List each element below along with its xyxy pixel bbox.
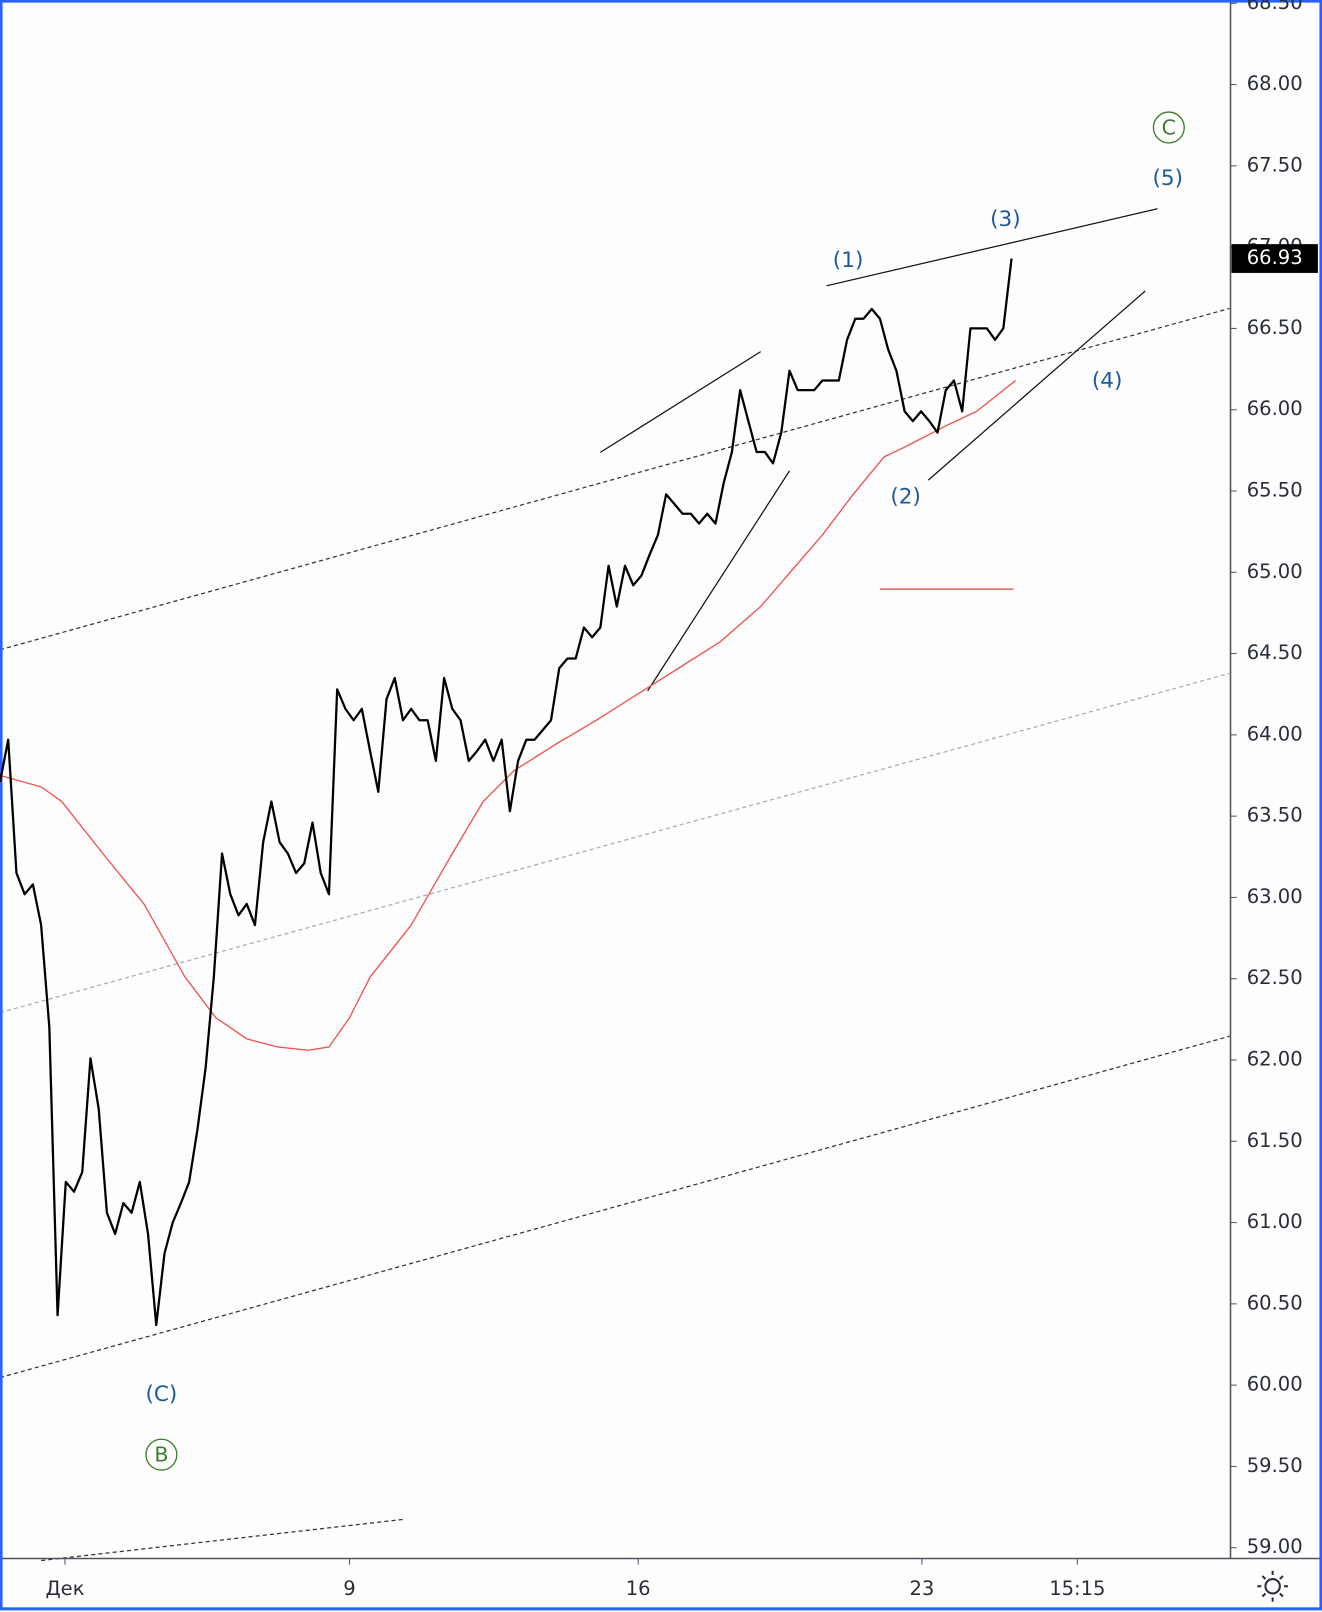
- channel-bottom: [41, 1518, 404, 1562]
- wave-label: (1): [833, 248, 864, 273]
- wave-label: (5): [1153, 166, 1184, 191]
- y-tick-label: 60.50: [1247, 1291, 1303, 1314]
- wave-label: (2): [890, 485, 921, 510]
- x-tick-label: 16: [626, 1577, 651, 1600]
- y-tick-label: 62.00: [1247, 1048, 1303, 1071]
- trend-line: [647, 470, 791, 692]
- y-tick-label: 64.50: [1247, 641, 1303, 664]
- x-tick-label: 9: [343, 1577, 355, 1600]
- y-tick-label: 66.00: [1247, 397, 1303, 420]
- wave-label: C: [1162, 116, 1176, 140]
- x-tick-label: Дек: [45, 1577, 84, 1600]
- trend-line: [600, 351, 762, 453]
- moving-average: [0, 379, 1017, 1051]
- channel-lower: [0, 1035, 1230, 1379]
- settings-icon[interactable]: [1257, 1570, 1289, 1602]
- price-line: [0, 258, 1013, 1327]
- y-tick-label: 60.00: [1247, 1373, 1303, 1396]
- y-tick-label: 62.50: [1247, 966, 1303, 989]
- y-tick-label: 66.50: [1247, 316, 1303, 339]
- wave-label: (4): [1092, 368, 1123, 393]
- y-tick-label: 64.00: [1247, 722, 1303, 745]
- wave-circle: [1152, 111, 1185, 144]
- drawings: [0, 208, 1230, 1562]
- wave-label: (C): [145, 1382, 177, 1407]
- y-tick-label: 68.50: [1247, 0, 1303, 14]
- y-tick-label: 63.00: [1247, 885, 1303, 908]
- trend-line: [826, 208, 1158, 287]
- y-tick-label: 65.50: [1247, 479, 1303, 502]
- channel-middle: [0, 672, 1230, 1014]
- y-tick-label: 68.00: [1247, 72, 1303, 95]
- y-tick-label: 59.50: [1247, 1454, 1303, 1477]
- channel-upper: [0, 307, 1230, 651]
- wave-label: (3): [990, 207, 1021, 232]
- y-tick-label: 67.50: [1247, 153, 1303, 176]
- y-tick-label: 61.50: [1247, 1129, 1303, 1152]
- y-tick-label: 59.00: [1247, 1535, 1303, 1558]
- trend-line: [927, 290, 1146, 481]
- x-tick-label: 23: [909, 1577, 934, 1600]
- y-tick-label: 63.50: [1247, 804, 1303, 827]
- y-tick-label: 61.00: [1247, 1210, 1303, 1233]
- y-tick-label: 65.00: [1247, 560, 1303, 583]
- wave-label: B: [154, 1443, 168, 1467]
- last-price-box: [1231, 244, 1318, 273]
- wave-circle: [145, 1438, 178, 1471]
- x-tick-label: 15:15: [1049, 1577, 1105, 1600]
- last-price-label: 66.93: [1247, 246, 1303, 269]
